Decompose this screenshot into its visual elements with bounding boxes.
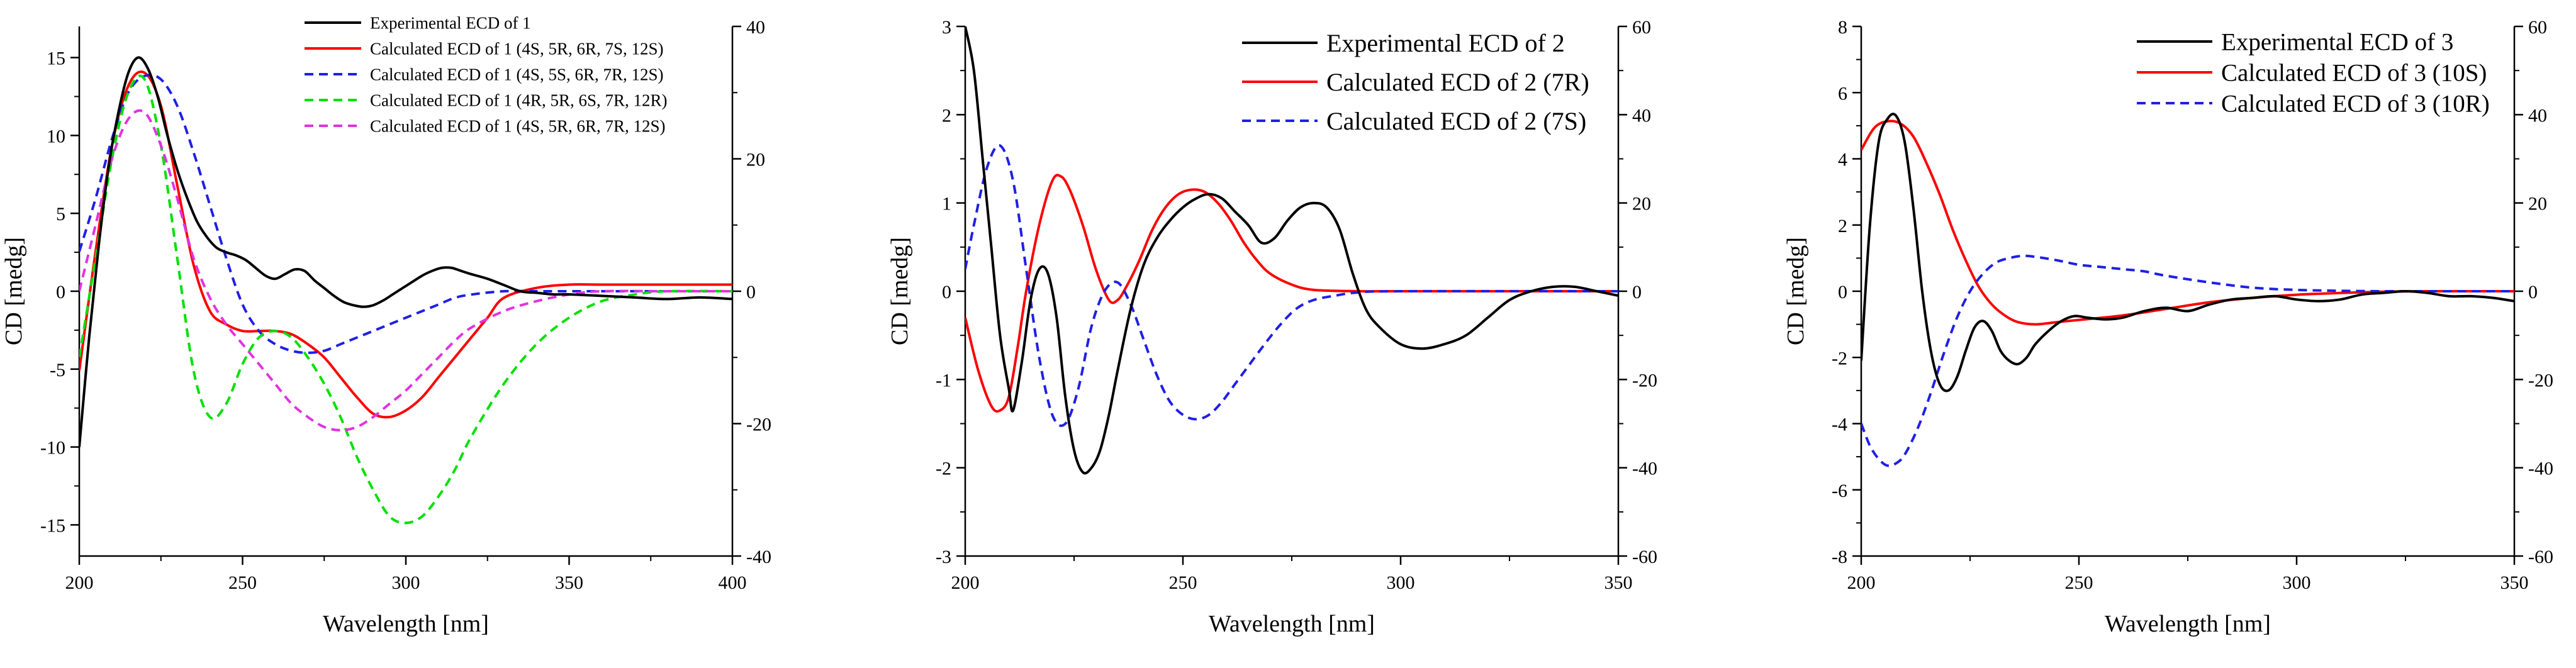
y-tick-label-right: -20 — [746, 415, 771, 435]
y-tick-label-right: 60 — [2528, 17, 2547, 38]
x-axis-label: Wavelength [nm] — [2105, 611, 2271, 637]
y-tick-label-right: -20 — [1632, 370, 1657, 391]
legend-entry-2: Calculated ECD of 3 (10S) — [2221, 60, 2487, 87]
y-tick-label-left: 3 — [942, 17, 951, 38]
y-tick-label-right: 20 — [2528, 194, 2547, 214]
y-tick-label-right: 40 — [2528, 105, 2547, 126]
y-tick-label-left: 15 — [47, 48, 65, 69]
x-tick-label: 300 — [2283, 572, 2311, 593]
x-tick-label: 350 — [1604, 572, 1633, 593]
y-tick-label-right: 60 — [1632, 17, 1651, 38]
y-tick-label-left: 0 — [56, 282, 65, 303]
x-tick-label: 250 — [228, 572, 257, 593]
x-axis-label: Wavelength [nm] — [323, 611, 489, 637]
y-tick-label-left: -2 — [1832, 348, 1847, 369]
y-tick-label-left: -1 — [936, 370, 951, 391]
y-tick-label-left: 0 — [1838, 282, 1847, 303]
x-tick-label: 300 — [392, 572, 420, 593]
x-tick-label: 200 — [1847, 572, 1876, 593]
series-line-4 — [79, 74, 732, 525]
plot-area — [79, 56, 732, 525]
y-tick-label-left: 1 — [942, 194, 951, 214]
series-line-5 — [79, 109, 732, 431]
y-tick-label-right: 40 — [746, 17, 765, 38]
legend-entry-5: Calculated ECD of 1 (4S, 5R, 6R, 7R, 12S… — [370, 116, 665, 135]
y-tick-label-left: 4 — [1838, 150, 1847, 170]
legend: Experimental ECD of 2 Calculated ECD of 2… — [1242, 29, 1589, 135]
x-tick-label: 250 — [2065, 572, 2093, 593]
series-line-1 — [965, 26, 1618, 475]
y-tick-label-left: -5 — [50, 360, 65, 381]
y-tick-label-right: 0 — [1632, 282, 1642, 303]
x-tick-label: 200 — [65, 572, 94, 593]
y-tick-label-left: 10 — [47, 126, 65, 147]
legend: Experimental ECD of 3 Calculated ECD of 3… — [2137, 29, 2490, 118]
legend-entry-2: Calculated ECD of 1 (4S, 5R, 6R, 7S, 12S… — [370, 39, 664, 58]
y-tick-label-left: -6 — [1832, 481, 1847, 501]
plot-area — [1861, 113, 2514, 467]
legend-entry-3: Calculated ECD of 1 (4S, 5S, 6R, 7R, 12S… — [370, 65, 664, 84]
series-line-1 — [79, 56, 732, 447]
legend-entry-1: Experimental ECD of 1 — [370, 13, 531, 32]
y-tick-label-left: -3 — [936, 547, 951, 567]
series-line-3 — [965, 144, 1618, 427]
chart-panel-2: 200 250 300 3503210-1-2-36040200-20-40-60Wa… — [887, 17, 1657, 637]
series-line-1 — [1861, 113, 2514, 392]
y-tick-label-right: -40 — [2528, 459, 2553, 479]
series-line-3 — [79, 73, 732, 354]
y-tick-label-right: -40 — [746, 547, 771, 567]
legend: Experimental ECD of 1 Calculated ECD of 1… — [305, 13, 667, 135]
y-tick-label-left: -10 — [40, 438, 65, 459]
x-tick-label: 200 — [951, 572, 980, 593]
series-line-2 — [965, 174, 1618, 413]
x-tick-label: 250 — [1169, 572, 1197, 593]
series-line-2 — [1861, 120, 2514, 326]
y-tick-label-left: 5 — [56, 204, 65, 225]
x-tick-label: 350 — [555, 572, 583, 593]
legend-entry-1: Experimental ECD of 2 — [1326, 29, 1565, 57]
x-tick-label: 300 — [1387, 572, 1415, 593]
plot-area — [965, 26, 1618, 475]
y-tick-label-right: -20 — [2528, 370, 2553, 391]
y-tick-label-left: 0 — [942, 282, 951, 303]
y-tick-label-right: 0 — [746, 282, 756, 303]
x-axis-label: Wavelength [nm] — [1209, 611, 1375, 637]
y-tick-label-left: 2 — [942, 105, 951, 126]
chart-panel-1: 200 250 300 350 400151050-5-10-1540200-20-40… — [1, 13, 771, 637]
y-axis-label: CD [medg] — [1783, 237, 1809, 345]
y-axis-label: CD [medg] — [1, 237, 27, 345]
y-tick-label-left: 6 — [1838, 83, 1847, 104]
y-tick-label-left: 2 — [1838, 216, 1847, 237]
x-tick-label: 400 — [719, 572, 747, 593]
y-tick-label-left: -2 — [936, 459, 951, 479]
y-tick-label-left: -4 — [1832, 415, 1847, 435]
y-tick-label-right: 0 — [2528, 282, 2538, 303]
y-tick-label-right: -60 — [1632, 547, 1657, 567]
legend-entry-1: Experimental ECD of 3 — [2221, 29, 2453, 56]
y-tick-label-right: -60 — [2528, 547, 2553, 567]
legend-entry-3: Calculated ECD of 2 (7S) — [1326, 107, 1586, 135]
y-tick-label-right: 20 — [1632, 194, 1651, 214]
y-axis-label: CD [medg] — [887, 237, 913, 345]
legend-entry-2: Calculated ECD of 2 (7R) — [1326, 68, 1589, 96]
series-line-3 — [1861, 254, 2514, 467]
y-tick-label-right: 20 — [746, 150, 765, 170]
y-tick-label-left: -8 — [1832, 547, 1847, 567]
y-tick-label-left: 8 — [1838, 17, 1847, 38]
x-tick-label: 350 — [2500, 572, 2529, 593]
y-tick-label-left: -15 — [40, 515, 65, 536]
legend-entry-3: Calculated ECD of 3 (10R) — [2221, 91, 2490, 118]
y-tick-label-right: 40 — [1632, 105, 1651, 126]
legend-entry-4: Calculated ECD of 1 (4R, 5R, 6S, 7R, 12R… — [370, 91, 667, 109]
y-tick-label-right: -40 — [1632, 459, 1657, 479]
chart-panel-3: 200 250 300 35086420-2-4-6-86040200-20-40-6… — [1783, 17, 2553, 637]
